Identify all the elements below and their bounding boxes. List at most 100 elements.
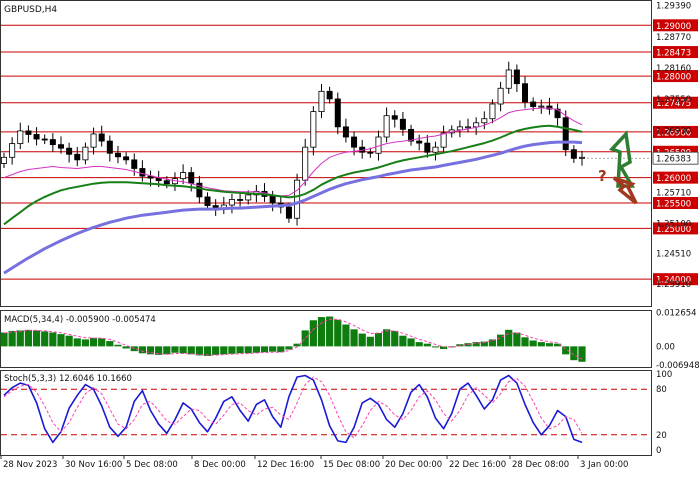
macd-bar	[472, 342, 480, 347]
x-tick-label: 8 Dec 00:00	[194, 460, 246, 470]
price-tick-label: 1.25710	[656, 188, 691, 198]
macd-bar	[41, 331, 49, 347]
macd-bar	[562, 346, 570, 355]
x-tick-label: 15 Dec 08:00	[323, 460, 380, 470]
candle-body	[66, 147, 73, 155]
price-chart-title: GBPUSD,H4	[4, 5, 57, 15]
macd-bar	[480, 341, 488, 347]
candle-body	[123, 156, 130, 161]
macd-bar	[431, 346, 440, 348]
candle-body	[579, 156, 586, 159]
macd-bar	[269, 346, 277, 352]
current-price-label: 1.26383	[656, 155, 691, 165]
macd-bar	[244, 346, 252, 354]
stoch-tick-label: 20	[656, 431, 667, 441]
candle-body	[546, 105, 553, 110]
macd-bar	[456, 344, 464, 347]
macd-bar	[73, 338, 81, 347]
macd-bar	[496, 334, 505, 347]
level-label: 1.29000	[656, 22, 691, 32]
stoch-panel-frame	[0, 370, 652, 456]
arrow-question-mark: ?	[598, 167, 607, 185]
price-tick-label: 1.28770	[656, 33, 691, 43]
macd-bar	[529, 340, 537, 347]
level-label-box	[653, 19, 698, 32]
level-label-box	[653, 273, 698, 286]
candle-body	[155, 177, 162, 182]
candle-body	[228, 199, 235, 206]
macd-bar	[440, 346, 448, 350]
candle-body	[285, 206, 292, 219]
candle-body	[342, 126, 349, 138]
level-label: 1.26900	[656, 128, 691, 138]
candle-body	[318, 90, 325, 113]
level-label: 1.25000	[656, 225, 691, 235]
macd-bar	[570, 346, 578, 361]
macd-bar	[383, 329, 391, 347]
macd-bar	[391, 330, 399, 347]
stoch-tick-label: 80	[656, 385, 667, 395]
candle-body	[41, 138, 48, 141]
candle-body	[554, 108, 561, 119]
macd-bar	[326, 316, 334, 347]
macd-bar	[8, 330, 16, 347]
macd-tick-label: 0.00	[656, 342, 675, 352]
macd-bar	[309, 320, 317, 347]
macd-bar	[122, 346, 130, 349]
candle-body	[513, 69, 520, 85]
stoch-signal-line	[3, 376, 583, 439]
candle-body	[237, 199, 244, 201]
stoch-tick-label: 0	[656, 446, 661, 456]
candle-body	[416, 140, 423, 144]
level-label-box	[653, 46, 698, 59]
macd-bar	[195, 346, 203, 356]
candle-body	[0, 156, 7, 164]
x-tick-label: 22 Dec 16:00	[449, 460, 506, 470]
ma-fast-line	[3, 107, 583, 197]
price-tick-label: 1.28160	[656, 64, 691, 74]
macd-bar	[285, 346, 293, 350]
candle-body	[188, 172, 195, 184]
price-tick-label: 1.23910	[656, 280, 691, 290]
macd-bar	[399, 335, 407, 347]
candle-body	[82, 146, 89, 161]
candle-body	[245, 194, 252, 201]
level-label-box	[653, 197, 698, 210]
macd-bar	[415, 342, 423, 347]
candle-body	[424, 142, 431, 153]
candle-body	[294, 179, 301, 219]
macd-bar	[57, 334, 65, 347]
stoch-tick-label: 100	[656, 370, 672, 380]
x-tick-label: 30 Nov 16:00	[65, 460, 122, 470]
candle-body	[432, 146, 439, 153]
candle-body	[310, 111, 317, 148]
macd-bar	[212, 346, 220, 355]
level-label: 1.27475	[656, 99, 691, 109]
candle-body	[497, 87, 504, 105]
level-label: 1.28000	[656, 73, 691, 83]
macd-bar	[179, 346, 187, 354]
price-tick-label: 1.26930	[656, 126, 691, 136]
ma-mid-line	[3, 124, 583, 226]
macd-bar	[358, 333, 366, 347]
candle-body	[530, 101, 537, 107]
price-tick-label: 1.29390	[656, 1, 691, 11]
macd-bar	[342, 324, 350, 347]
candle-body	[49, 139, 56, 146]
level-label-box	[653, 171, 698, 184]
macd-bar	[203, 346, 212, 356]
candle-body	[440, 132, 447, 148]
macd-bar	[81, 339, 90, 347]
macd-bar	[155, 346, 163, 355]
candle-body	[204, 196, 211, 206]
candle-body	[131, 159, 138, 169]
candle-body	[196, 182, 203, 198]
ma-slow-line	[3, 140, 583, 275]
macd-bar	[301, 330, 309, 347]
candle-body	[399, 118, 406, 130]
macd-tick-label: 0.012654	[656, 309, 697, 319]
candle-body	[25, 130, 32, 135]
macd-bar	[236, 346, 244, 354]
